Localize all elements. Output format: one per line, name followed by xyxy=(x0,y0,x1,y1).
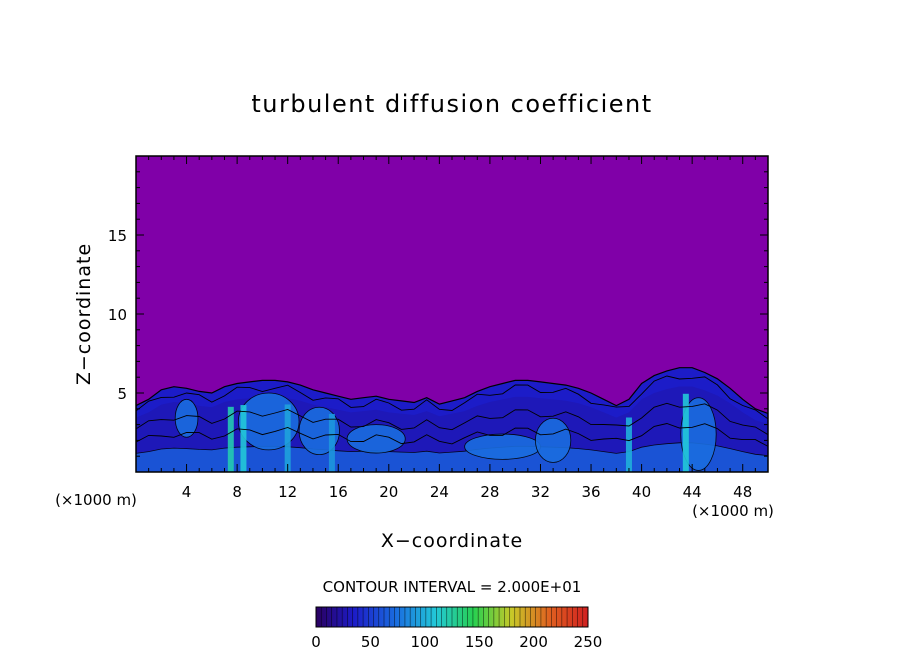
z-unit-label: (×1000 m) xyxy=(55,491,137,509)
contour-line xyxy=(136,375,768,420)
x-tick-label: 24 xyxy=(430,483,449,501)
colorbar: 0 50 100 150 200 250 xyxy=(311,606,602,651)
colorbar-divisions xyxy=(320,607,584,627)
plot-area xyxy=(135,155,769,473)
colorbar-tick-labels: 0 50 100 150 200 250 xyxy=(311,633,602,651)
y-tick-labels: 5 10 15 xyxy=(108,227,127,403)
colorbar-tick-label: 50 xyxy=(361,633,380,651)
plume xyxy=(227,406,234,472)
contour-line xyxy=(136,423,768,447)
x-tick-label: 40 xyxy=(632,483,651,501)
colorbar-tick-label: 200 xyxy=(519,633,548,651)
colorbar-tick-label: 250 xyxy=(574,633,603,651)
x-axis-title: X−coordinate xyxy=(381,530,523,552)
contour-lines xyxy=(136,375,768,447)
plume xyxy=(284,404,291,472)
plume xyxy=(625,417,632,472)
x-tick-label: 8 xyxy=(232,483,242,501)
eddy-patch xyxy=(346,424,406,454)
y-axis-title: Z−coordinate xyxy=(73,243,95,385)
x-tick-label: 28 xyxy=(480,483,499,501)
x-tick-label: 44 xyxy=(683,483,702,501)
colorbar-tick-label: 0 xyxy=(311,633,321,651)
y-tick-label: 10 xyxy=(108,306,127,324)
x-tick-label: 32 xyxy=(531,483,550,501)
colorbar-tick-label: 100 xyxy=(410,633,439,651)
eddy-patch xyxy=(174,398,199,438)
y-tick-label: 5 xyxy=(117,385,127,403)
chart-title: turbulent diffusion coefficient xyxy=(251,90,652,118)
axis-ticks xyxy=(136,156,768,472)
plume xyxy=(328,413,335,472)
x-tick-label: 12 xyxy=(278,483,297,501)
x-tick-labels: 4 8 12 16 20 24 28 32 36 40 44 48 xyxy=(182,483,752,501)
x-tick-label: 16 xyxy=(329,483,348,501)
eddy-patch xyxy=(535,417,572,463)
y-tick-label: 15 xyxy=(108,227,127,245)
plume xyxy=(682,393,689,472)
x-tick-label: 20 xyxy=(379,483,398,501)
contour-interval-label: CONTOUR INTERVAL = 2.000E+01 xyxy=(323,578,582,596)
eddy-patch xyxy=(680,397,717,471)
eddy-patch xyxy=(237,392,300,451)
x-unit-label: (×1000 m) xyxy=(692,502,774,520)
x-tick-label: 36 xyxy=(581,483,600,501)
plume xyxy=(240,405,247,472)
x-tick-label: 4 xyxy=(182,483,192,501)
eddy-patch xyxy=(464,433,541,460)
contour-line xyxy=(136,402,768,436)
x-tick-label: 48 xyxy=(733,483,752,501)
colorbar-tick-label: 150 xyxy=(465,633,494,651)
